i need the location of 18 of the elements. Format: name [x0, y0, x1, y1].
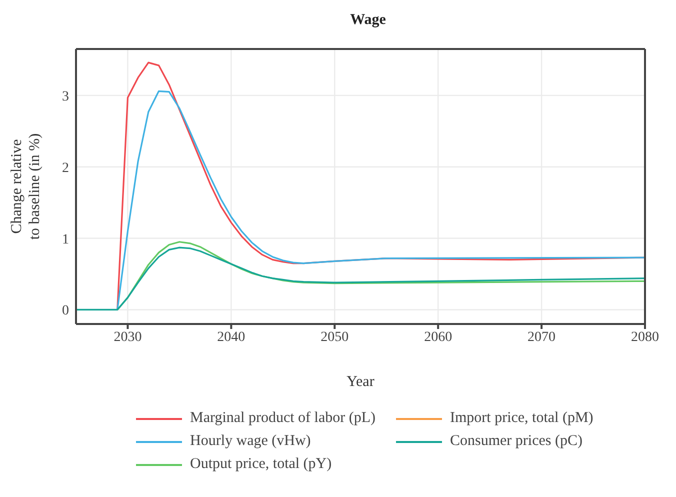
y-axis-title: Change relative to baseline (in %) — [9, 133, 43, 240]
legend-label: Output price, total (pY) — [190, 456, 332, 473]
x-tick-label: 2080 — [631, 330, 659, 345]
x-axis-title: Year — [346, 374, 374, 390]
y-tick-label: 3 — [62, 89, 69, 104]
x-tick-label: 2070 — [528, 330, 556, 345]
y-tick-label: 1 — [62, 232, 69, 248]
legend-label: Marginal product of labor (pL) — [190, 410, 376, 427]
chart-title: Wage — [349, 11, 387, 30]
legend-label: Hourly wage (vHw) — [190, 433, 311, 450]
legend-label: Import price, total (pM) — [450, 410, 594, 427]
x-tick-label: 2040 — [217, 330, 246, 345]
y-tick-label: 2 — [62, 160, 69, 176]
x-tick-label: 2060 — [424, 330, 452, 345]
y-tick-label: 0 — [62, 304, 69, 319]
x-tick-label: 2030 — [114, 330, 142, 345]
legend-label: Consumer prices (pC) — [450, 433, 582, 450]
x-tick-label: 2050 — [320, 330, 349, 345]
